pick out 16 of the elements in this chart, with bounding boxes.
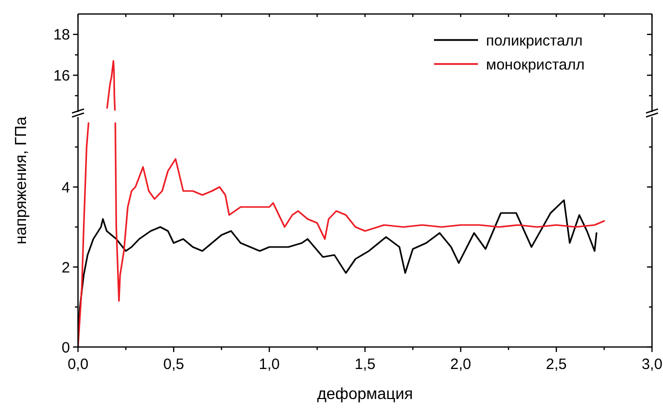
y-axis-title: напряжения, ГПа — [13, 116, 30, 244]
x-axis-title: деформация — [317, 386, 413, 403]
y-tick-label: 2 — [62, 259, 70, 276]
x-tick-label: 1,0 — [258, 356, 280, 373]
y-tick-label: 4 — [62, 179, 70, 196]
legend-label: поликристалл — [486, 32, 583, 50]
x-tick-label: 2,5 — [546, 356, 567, 373]
x-tick-label: 3,0 — [642, 356, 662, 373]
y-tick-label: 0 — [62, 339, 70, 356]
y-tick-label: 18 — [53, 26, 70, 44]
y-tick-label: 16 — [53, 68, 70, 84]
x-tick-label: 1,5 — [354, 356, 376, 373]
x-tick-label: 0,5 — [163, 356, 184, 373]
legend-label: монокристалл — [486, 56, 585, 74]
x-tick-label: 0,0 — [68, 356, 88, 373]
x-tick-label: 2,0 — [450, 356, 472, 373]
